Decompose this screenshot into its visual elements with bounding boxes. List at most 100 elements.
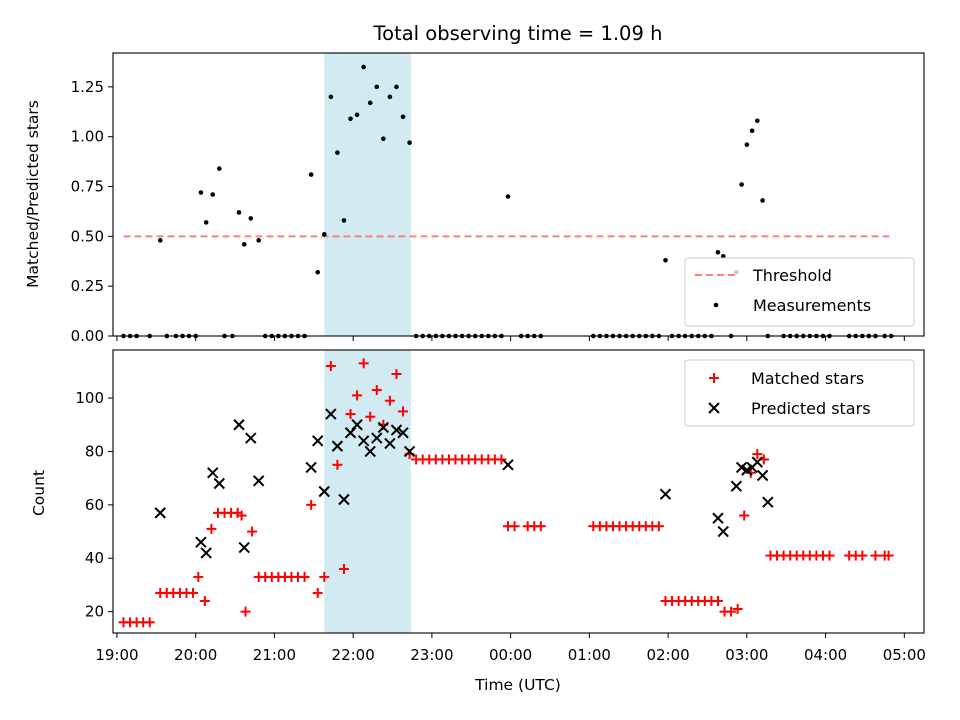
predicted-stars-point xyxy=(318,485,330,498)
predicted-stars-point xyxy=(377,421,390,434)
matched-stars-point xyxy=(384,395,395,406)
predicted-stars-point xyxy=(331,440,344,452)
matched-stars-point xyxy=(391,369,402,380)
top-legend-box xyxy=(684,257,915,327)
predicted-stars-point xyxy=(213,477,226,490)
matched-stars-point xyxy=(236,510,247,521)
predicted-stars-point xyxy=(305,461,317,474)
y-tick-label: 80 xyxy=(85,442,104,460)
measurement-point xyxy=(739,182,744,187)
matched-stars-point xyxy=(883,550,894,561)
chart-title: Total observing time = 1.09 h xyxy=(373,22,663,45)
measurement-point xyxy=(400,114,406,120)
x-tick-label: 02:00 xyxy=(646,646,689,664)
predicted-stars-point xyxy=(200,547,212,559)
measurement-point xyxy=(321,232,327,237)
matched-stars-point xyxy=(496,454,507,465)
top-plot-frame xyxy=(112,52,925,337)
bottom-y-axis-label: Count xyxy=(30,470,48,516)
y-tick-label: 20 xyxy=(85,603,104,621)
matched-stars-point xyxy=(193,571,204,582)
matched-stars-point xyxy=(739,510,750,521)
x-axis: 19:00 20:00 21:00 22:00 23:00 00:00 01:00 02:00… xyxy=(95,633,926,664)
matched-stars-point xyxy=(206,523,217,534)
x-tick-label: 23:00 xyxy=(410,646,453,664)
matched-stars-point xyxy=(144,617,155,628)
measurement-point xyxy=(315,269,321,275)
measurement-point xyxy=(505,194,511,199)
predicted-stars-point xyxy=(195,536,207,548)
y-tick-label: 1.00 xyxy=(71,128,104,146)
predicted-stars-point xyxy=(502,459,514,471)
y-tick-label: 1.25 xyxy=(71,78,104,96)
top-panel: 0.00 0.25 0.50 0.75 1.00 1.25 Matched/Predict… xyxy=(24,52,925,345)
predicted-stars-point xyxy=(762,496,774,508)
matched-stars-point xyxy=(338,563,349,574)
measurement-point xyxy=(241,242,247,247)
predicted-stars-point xyxy=(312,435,324,447)
matched-stars-point xyxy=(345,409,356,420)
measurement-point xyxy=(407,140,412,145)
top-legend: Threshold Measurements xyxy=(684,257,915,327)
measurement-point xyxy=(354,112,360,118)
predicted-stars-point xyxy=(756,469,769,482)
matched-stars-point xyxy=(712,595,723,606)
predicted-stars-point xyxy=(397,427,409,439)
y-tick-label: 0.50 xyxy=(71,227,104,245)
y-tick-label: 40 xyxy=(85,549,104,567)
top-x-ticks xyxy=(116,336,905,341)
measurement-point xyxy=(210,192,216,197)
x-tick-label: 19:00 xyxy=(95,646,138,664)
predicted-stars-point xyxy=(712,512,724,524)
predicted-stars-point xyxy=(730,480,743,492)
bottom-legend: Matched stars Predicted stars xyxy=(684,359,915,427)
predicted-stars-point xyxy=(233,419,245,431)
matched-stars-point xyxy=(535,521,546,532)
measurement-point xyxy=(760,198,765,203)
measurements-legend-swatch xyxy=(713,302,719,308)
measurement-point xyxy=(198,190,204,195)
measurement-point xyxy=(755,118,760,124)
matched-stars-point xyxy=(732,603,743,614)
matched-stars-point xyxy=(325,361,336,372)
x-tick-label: 01:00 xyxy=(568,646,611,664)
measurement-point xyxy=(361,64,366,70)
matched-stars-point xyxy=(857,550,868,561)
top-highlight-band xyxy=(324,53,411,336)
bottom-y-axis: 20 40 60 80 100 xyxy=(75,389,113,621)
bottom-legend-box xyxy=(684,359,915,427)
measurement-point xyxy=(720,253,726,259)
predicted-stars-point xyxy=(338,493,350,506)
x-axis-label: Time (UTC) xyxy=(474,676,561,694)
matched-legend-label: Matched stars xyxy=(751,369,864,388)
matched-stars-point xyxy=(726,606,737,617)
matched-stars-point xyxy=(824,550,835,561)
x-tick-label: 00:00 xyxy=(489,646,532,664)
matched-stars-point xyxy=(240,606,251,617)
x-tick-label: 03:00 xyxy=(725,646,768,664)
measurement-point xyxy=(157,238,163,243)
predicted-stars-point xyxy=(357,435,370,447)
measurement-point xyxy=(308,172,314,177)
matched-stars-point xyxy=(398,406,409,417)
matched-stars-point xyxy=(299,571,310,582)
measurement-point xyxy=(341,218,347,223)
bottom-panel: 20 40 60 80 100 19:00 20:00 21:00 22:00 23:00 00:… xyxy=(30,349,926,694)
predicted-stars-point xyxy=(252,475,265,487)
y-tick-label: 0.00 xyxy=(71,327,104,345)
predicted-stars-point xyxy=(751,456,764,468)
top-y-axis: 0.00 0.25 0.50 0.75 1.00 1.25 xyxy=(71,78,113,345)
measurement-point xyxy=(367,100,373,106)
measurement-point xyxy=(663,257,668,263)
matched-stars-point xyxy=(312,587,323,598)
top-y-axis-label: Matched/Predicted stars xyxy=(24,100,42,288)
x-tick-label: 05:00 xyxy=(883,646,926,664)
matched-stars-point xyxy=(352,390,363,401)
measurement-point xyxy=(374,84,380,90)
predicted-stars-point xyxy=(325,408,337,420)
bottom-plot-frame xyxy=(112,349,925,634)
measurement-point xyxy=(328,94,334,100)
matched-stars-point xyxy=(332,459,343,470)
x-tick-label: 22:00 xyxy=(332,646,375,664)
matched-stars-point xyxy=(653,521,664,532)
